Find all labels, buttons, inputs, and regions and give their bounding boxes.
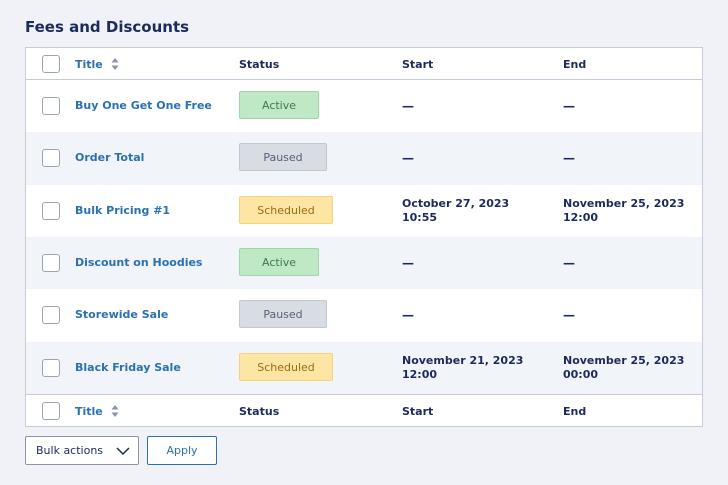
- row-start-date: —: [402, 255, 414, 270]
- chevron-down-icon: [116, 447, 130, 456]
- column-header-status: Status: [239, 58, 280, 71]
- column-header-end: End: [563, 58, 587, 71]
- table-header-row: Title Status Start End: [26, 48, 702, 80]
- status-badge: Scheduled: [239, 195, 333, 224]
- row-end-time: 12:00: [563, 210, 599, 224]
- row-title-link[interactable]: Storewide Sale: [75, 308, 169, 322]
- row-end: —: [563, 151, 575, 165]
- status-badge: Paused: [239, 300, 327, 329]
- title-sort-link[interactable]: Title: [75, 58, 103, 71]
- row-end-date: —: [563, 151, 575, 166]
- row-end-date: —: [563, 308, 575, 323]
- table-row: Buy One Get One Free Active — —: [26, 80, 702, 133]
- column-footer-title[interactable]: Title: [75, 405, 119, 419]
- table-row: Storewide Sale Paused — —: [26, 289, 702, 342]
- row-start-time: 12:00: [402, 367, 438, 381]
- status-badge: Active: [239, 247, 319, 276]
- table-row: Discount on Hoodies Active — —: [26, 236, 702, 290]
- row-start: —: [402, 308, 414, 322]
- row-end-date: November 25, 2023: [563, 353, 685, 367]
- row-end-time: 00:00: [563, 367, 599, 381]
- select-all-checkbox[interactable]: [42, 55, 60, 73]
- row-start-time: 10:55: [402, 210, 438, 224]
- row-start-date: —: [402, 151, 414, 166]
- row-start-date: —: [402, 308, 414, 323]
- row-checkbox[interactable]: [42, 149, 60, 168]
- row-checkbox[interactable]: [42, 201, 60, 220]
- row-start: —: [402, 99, 414, 113]
- bulk-actions-select[interactable]: Bulk actions: [25, 436, 139, 465]
- row-title-link[interactable]: Discount on Hoodies: [75, 255, 203, 269]
- row-end: —: [563, 256, 575, 270]
- row-start: —: [402, 256, 414, 270]
- table-row: Order Total Paused — —: [26, 132, 702, 185]
- column-header-start: Start: [402, 58, 434, 71]
- column-footer-status: Status: [239, 405, 280, 418]
- column-footer-start: Start: [402, 405, 434, 418]
- status-badge: Active: [239, 91, 319, 119]
- row-end: November 25, 2023 00:00: [563, 354, 684, 382]
- row-end: November 25, 2023 12:00: [563, 197, 684, 225]
- column-header-title[interactable]: Title: [75, 58, 119, 72]
- sort-arrows-icon[interactable]: [111, 404, 119, 418]
- status-badge: Scheduled: [239, 352, 333, 381]
- row-start: —: [402, 151, 414, 165]
- table-row: Black Friday Sale Scheduled November 21, 2…: [26, 341, 702, 395]
- bulk-actions-label: Bulk actions: [36, 444, 104, 457]
- row-title-link[interactable]: Bulk Pricing #1: [75, 203, 171, 217]
- page-title: Fees and Discounts: [25, 18, 190, 36]
- row-end: —: [563, 308, 575, 322]
- column-footer-end: End: [563, 405, 587, 418]
- row-title-link[interactable]: Black Friday Sale: [75, 360, 181, 374]
- row-checkbox[interactable]: [42, 358, 60, 377]
- title-sort-link-footer[interactable]: Title: [75, 405, 103, 418]
- apply-button[interactable]: Apply: [147, 436, 217, 465]
- row-end: —: [563, 99, 575, 113]
- row-end-date: —: [563, 255, 575, 270]
- row-start-date: November 21, 2023: [402, 353, 524, 367]
- row-checkbox[interactable]: [42, 306, 60, 325]
- row-checkbox[interactable]: [42, 97, 60, 115]
- select-all-checkbox-footer[interactable]: [42, 402, 60, 420]
- row-end-date: November 25, 2023: [563, 196, 685, 210]
- row-end-date: —: [563, 99, 575, 113]
- row-start: October 27, 2023 10:55: [402, 197, 509, 225]
- row-checkbox[interactable]: [42, 253, 60, 272]
- row-start-date: October 27, 2023: [402, 196, 510, 210]
- row-title-link[interactable]: Order Total: [75, 151, 145, 165]
- table-row: Bulk Pricing #1 Scheduled October 27, 2023…: [26, 184, 702, 238]
- row-start-date: —: [402, 99, 414, 113]
- table-footer-row: Title Status Start End: [26, 394, 702, 426]
- row-title-link[interactable]: Buy One Get One Free: [75, 99, 212, 112]
- sort-arrows-icon[interactable]: [111, 57, 119, 71]
- status-badge: Paused: [239, 143, 327, 172]
- row-start: November 21, 2023 12:00: [402, 354, 523, 382]
- discounts-table: Title Status Start End Buy One Get One F…: [25, 47, 703, 427]
